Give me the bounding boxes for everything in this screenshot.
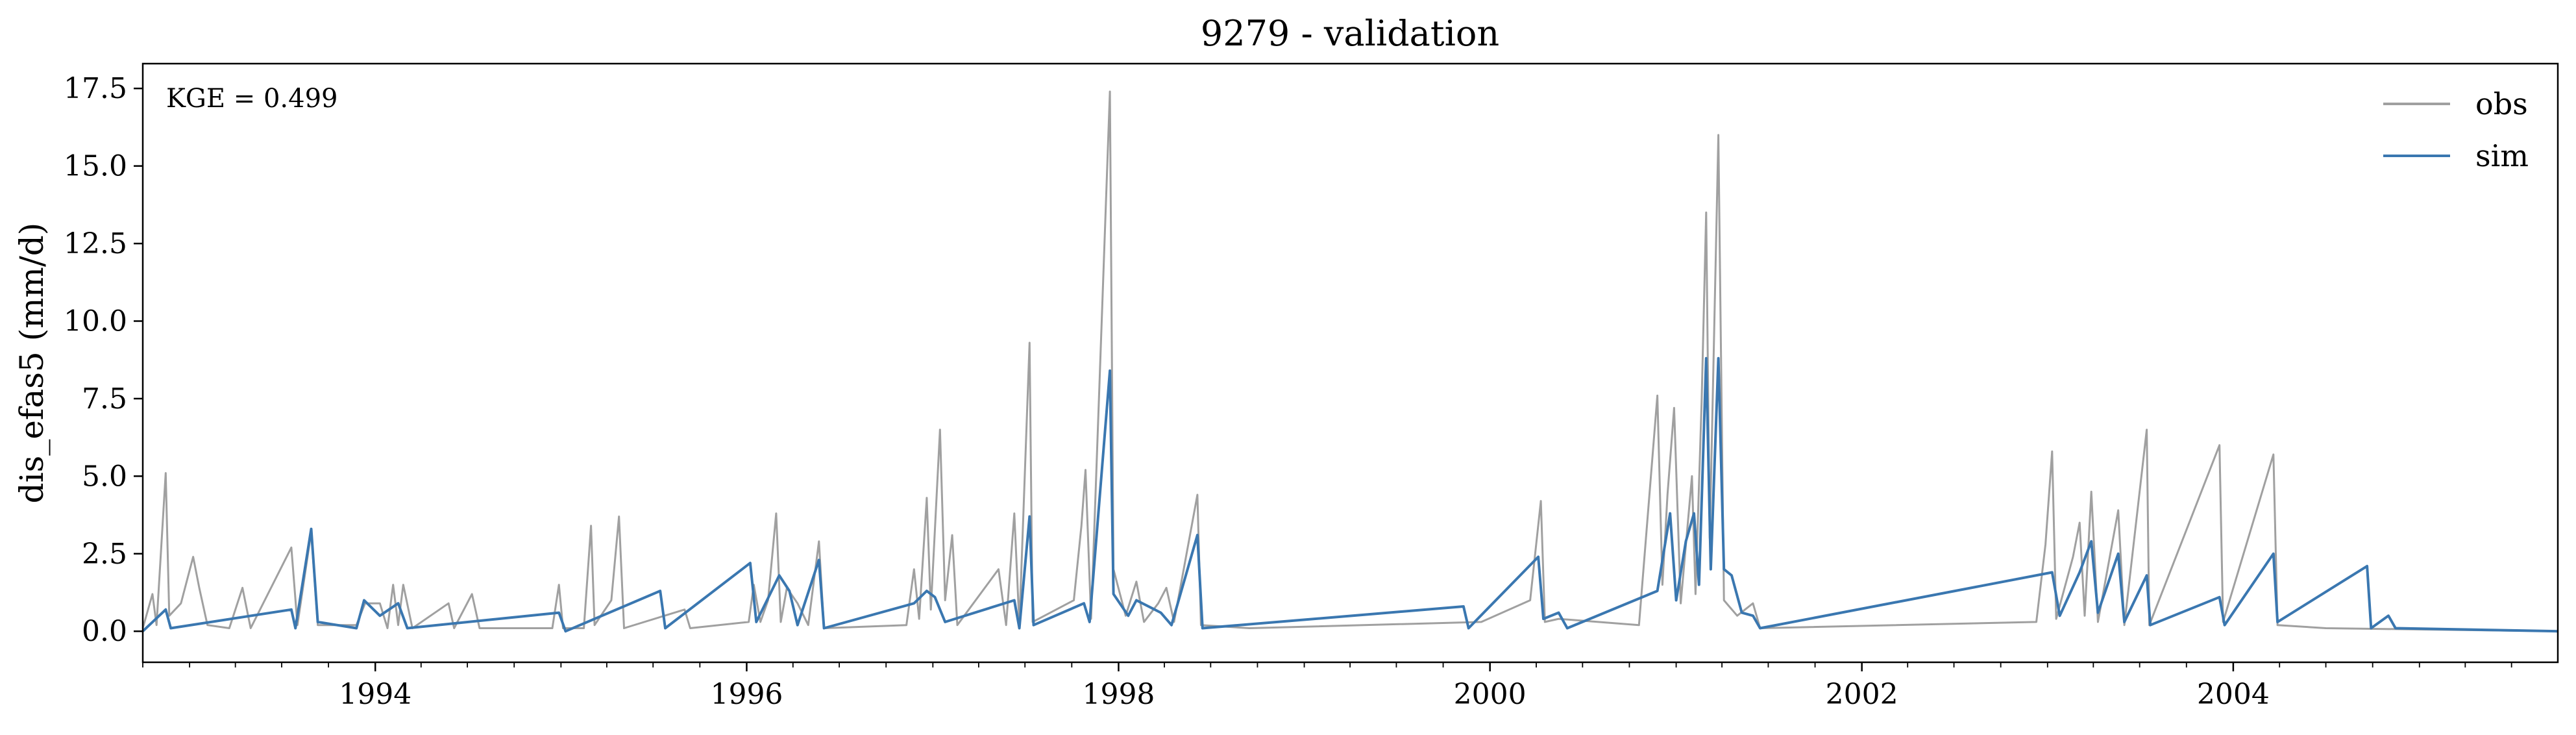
y-axis-label: dis_efas5 (mm/d) xyxy=(13,223,51,504)
plot-background xyxy=(143,64,2558,662)
x-tick-label: 2000 xyxy=(1454,678,1527,711)
y-tick-label: 2.5 xyxy=(82,538,127,571)
series-line-sim xyxy=(141,356,2558,633)
y-tick-label: 15.0 xyxy=(64,150,127,183)
x-axis: 1994 1996 1998 2000 2002 2004 xyxy=(142,662,2512,711)
legend-sim-label: sim xyxy=(2475,138,2529,173)
legend-obs-label: obs xyxy=(2475,86,2528,121)
series-line-obs xyxy=(141,90,2558,632)
series-layer xyxy=(141,90,2558,633)
y-tick-label: 5.0 xyxy=(82,460,127,493)
x-tick-label: 1998 xyxy=(1082,678,1155,711)
y-tick-label: 10.0 xyxy=(64,305,127,338)
x-tick-label: 2002 xyxy=(1826,678,1898,711)
kge-annotation: KGE = 0.499 xyxy=(166,84,338,114)
y-axis: 0.0 2.5 5.0 7.5 10.0 12.5 15.0 17.5 xyxy=(64,72,143,648)
x-tick-label: 1996 xyxy=(710,678,783,711)
y-tick-label: 12.5 xyxy=(64,227,127,260)
y-tick-label: 7.5 xyxy=(82,382,127,416)
legend: obs sim xyxy=(2383,86,2529,173)
x-tick-label: 2004 xyxy=(2197,678,2270,711)
chart-title: 9279 - validation xyxy=(1201,13,1499,54)
y-tick-label: 17.5 xyxy=(64,72,127,105)
x-tick-label: 1994 xyxy=(339,678,411,711)
y-tick-label: 0.0 xyxy=(82,615,127,648)
